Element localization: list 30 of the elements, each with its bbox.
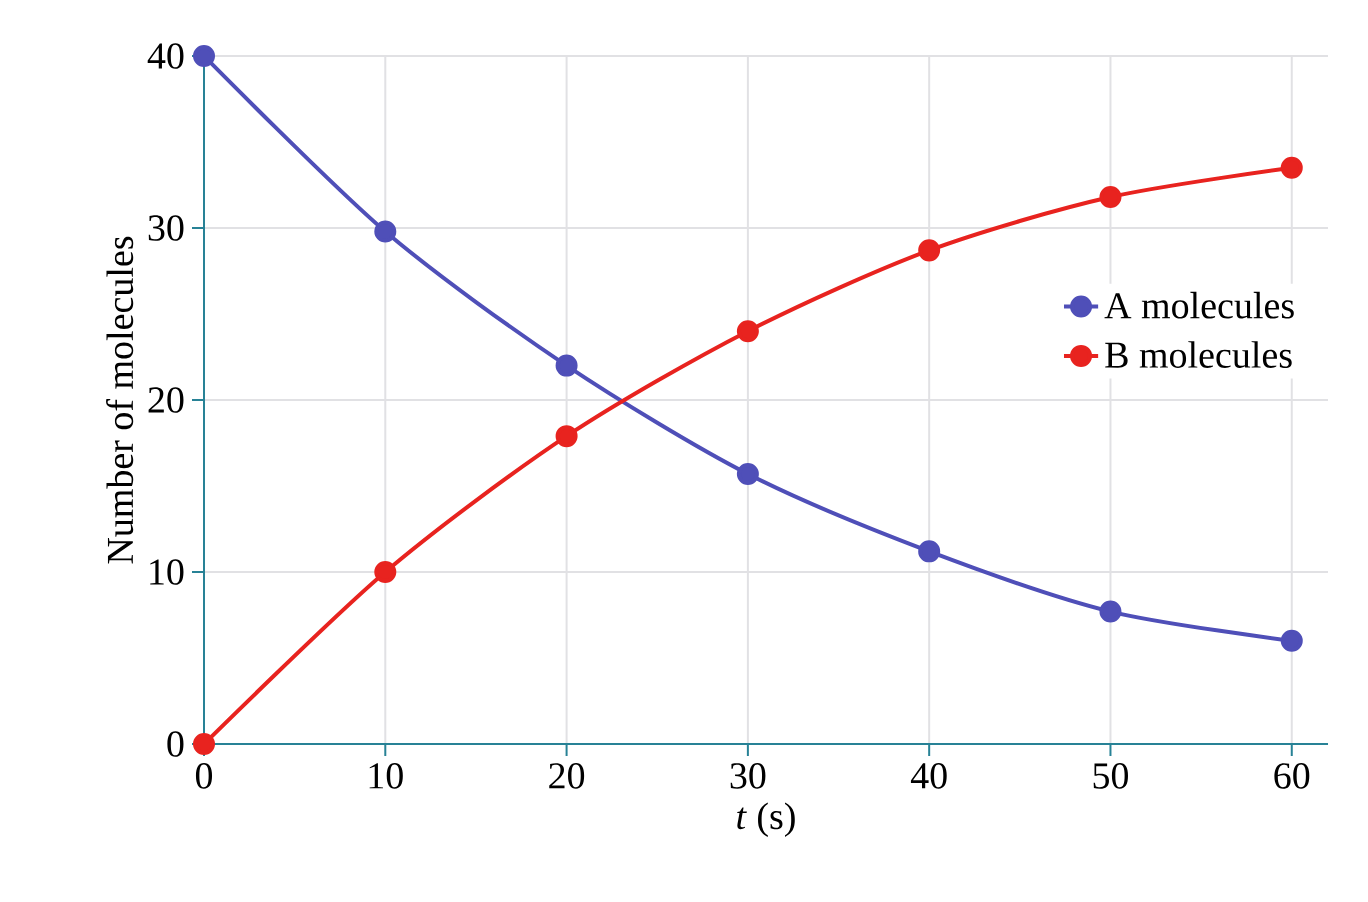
x-tick-label: 50 <box>1093 763 1128 789</box>
point <box>555 425 578 448</box>
point <box>918 540 941 563</box>
point <box>374 561 397 584</box>
point <box>736 320 759 343</box>
point <box>918 239 941 262</box>
x-tick-label: 30 <box>730 763 766 789</box>
x-axis-title: t (s) <box>737 802 795 837</box>
x-tick-label: 10 <box>369 763 403 789</box>
y-axis-title: Number of molecules <box>106 236 134 564</box>
legend-label: A molecules <box>1104 291 1294 319</box>
point <box>1280 629 1303 652</box>
y-tick-label: 0 <box>167 731 184 757</box>
point <box>1099 186 1122 209</box>
x-tick-label: 40 <box>910 763 947 789</box>
y-tick-label: 40 <box>147 43 184 69</box>
x-tick-label: 20 <box>549 763 585 789</box>
x-tick-label: 60 <box>1274 763 1310 789</box>
x-tick-label: 0 <box>195 763 213 789</box>
point <box>1099 600 1122 623</box>
point <box>193 45 215 68</box>
point <box>736 462 759 485</box>
y-tick-label: 20 <box>148 387 184 413</box>
point <box>193 733 215 756</box>
point <box>1280 156 1303 179</box>
y-tick-label: 10 <box>150 559 184 585</box>
y-tick-label: 30 <box>148 215 184 241</box>
point <box>555 354 578 377</box>
legend-label: B molecules <box>1105 341 1292 368</box>
point <box>374 220 397 243</box>
